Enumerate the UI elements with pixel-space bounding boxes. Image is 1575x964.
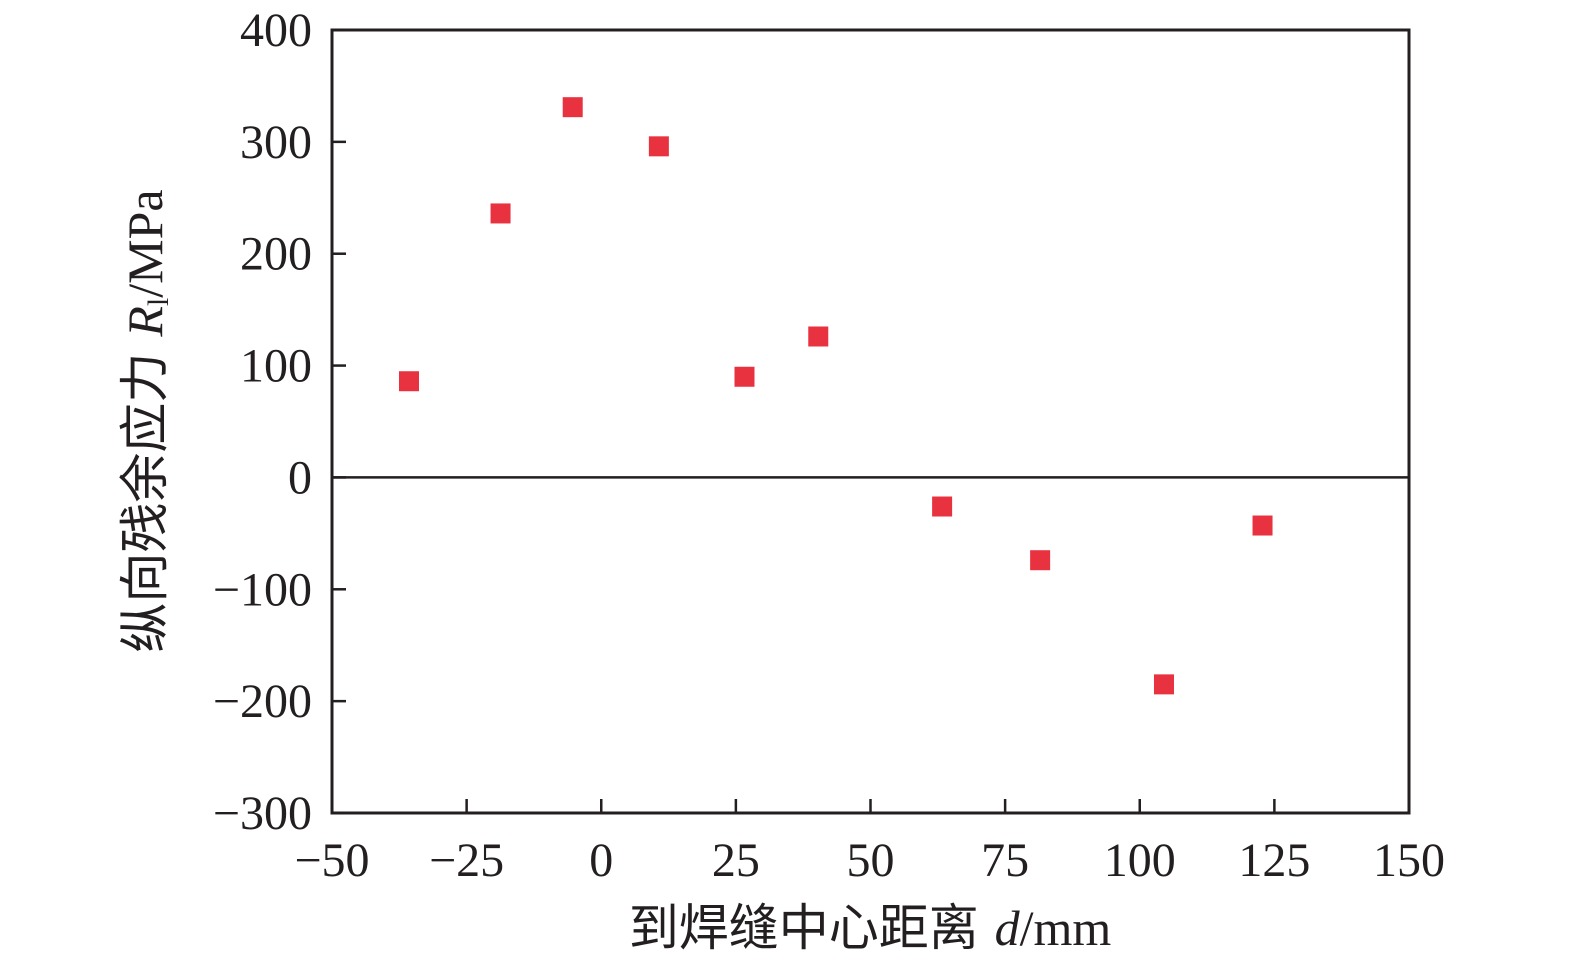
y-tick-label: 300	[240, 116, 312, 169]
x-tick-label: −50	[294, 834, 369, 887]
x-axis-symbol: d	[995, 900, 1021, 956]
y-tick-label: 200	[240, 228, 312, 281]
y-axis-unit: /MPa	[117, 189, 173, 297]
x-tick-label: 125	[1238, 834, 1310, 887]
y-axis-ticks: −300 −200 −100 0 100 200 300 400	[213, 4, 346, 840]
y-tick-label: 400	[240, 4, 312, 57]
data-point	[808, 326, 829, 347]
data-point	[648, 136, 669, 157]
x-tick-label: 50	[847, 834, 895, 887]
data-point	[1153, 674, 1174, 695]
y-axis-title-prefix: 纵向残余应力	[116, 337, 174, 653]
x-axis-title: 到焊缝中心距离 d/mm	[629, 899, 1112, 957]
y-tick-label: 100	[240, 340, 312, 393]
x-tick-label: 150	[1373, 834, 1445, 887]
data-point	[490, 203, 511, 224]
y-tick-label: −100	[213, 563, 312, 616]
x-axis-ticks: −50 −25 0 25 50 75 100 125 150	[294, 799, 1445, 887]
x-tick-label: −25	[429, 834, 504, 887]
y-tick-label: −300	[213, 787, 312, 840]
plot-frame	[330, 28, 1411, 815]
x-tick-label: 25	[712, 834, 760, 887]
x-tick-label: 100	[1104, 834, 1176, 887]
data-point	[562, 97, 583, 118]
x-axis-unit: /mm	[1020, 900, 1112, 956]
data-point	[734, 366, 755, 387]
x-tick-label: 75	[981, 834, 1029, 887]
data-point	[1030, 550, 1051, 571]
x-axis-title-prefix: 到焊缝中心距离	[629, 899, 995, 957]
data-points	[399, 97, 1273, 695]
y-tick-label: −200	[213, 675, 312, 728]
data-point	[399, 371, 420, 392]
y-axis-symbol: R	[117, 306, 173, 338]
y-axis-title: 纵向残余应力 Rl/MPa	[116, 189, 175, 652]
y-axis-subscript: l	[142, 298, 175, 306]
y-tick-label: 0	[288, 451, 312, 504]
x-tick-label: 0	[589, 834, 613, 887]
data-point	[1252, 515, 1273, 536]
data-point	[932, 496, 953, 517]
